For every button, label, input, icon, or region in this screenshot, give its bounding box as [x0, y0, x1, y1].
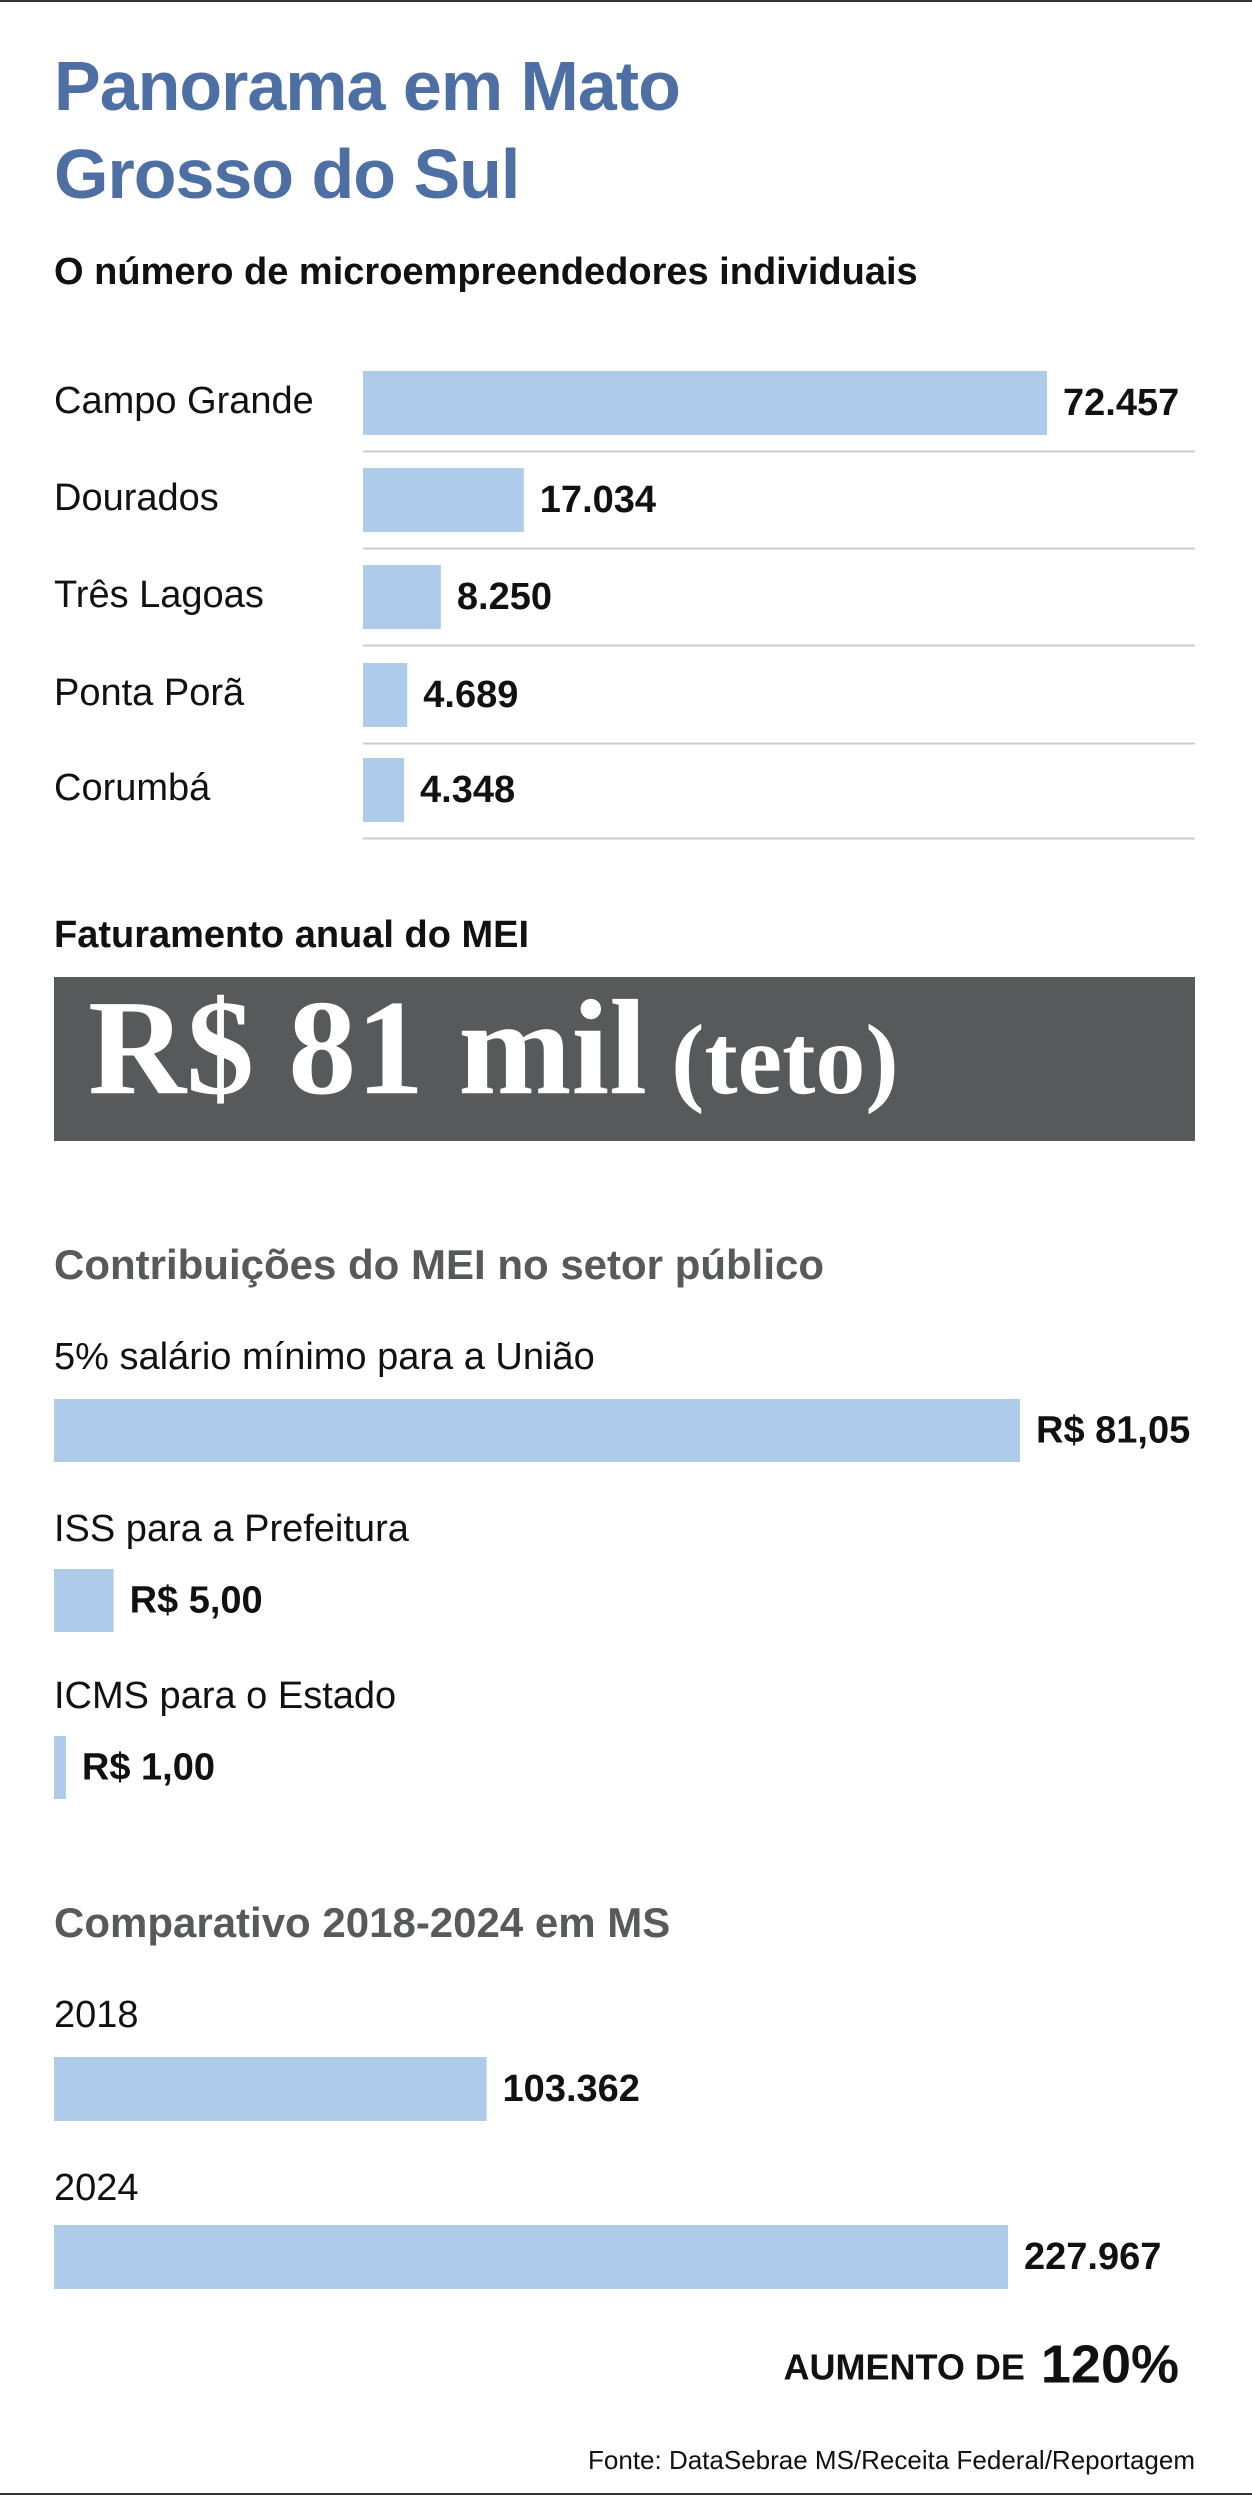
bar [363, 371, 1047, 435]
category-label: Ponta Porã [54, 672, 245, 714]
chart-title: O número de microempreendedores individu… [54, 251, 918, 293]
bar [363, 758, 405, 822]
category-label: Campo Grande [54, 380, 314, 422]
bar [54, 2225, 1008, 2289]
bar [54, 2057, 487, 2121]
chart-title: Contribuições do MEI no setor público [54, 1241, 824, 1288]
value-label: 4.689 [423, 674, 518, 716]
value-label: R$ 1,00 [82, 1747, 215, 1789]
bar [54, 1569, 114, 1632]
value-label: 227.967 [1024, 2236, 1161, 2278]
value-label: 8.250 [457, 576, 552, 618]
chart-title: Comparativo 2018-2024 em MS [54, 1899, 670, 1946]
category-label: Dourados [54, 477, 219, 519]
bar [54, 1736, 66, 1799]
category-label: 2018 [54, 1994, 139, 2036]
value-label: R$ 5,00 [130, 1580, 263, 1622]
increase-value: 120% [1041, 2334, 1179, 2394]
bar [363, 468, 524, 532]
value-label: 103.362 [503, 2068, 640, 2110]
bar [363, 663, 408, 727]
value-label: 17.034 [540, 479, 656, 521]
bar [363, 565, 441, 629]
category-label: Corumbá [54, 767, 211, 809]
value-label: 72.457 [1063, 382, 1179, 424]
bar [54, 1399, 1020, 1462]
page-title: Panorama em Mato Grosso do Sul [54, 47, 681, 213]
category-label: ISS para a Prefeitura [54, 1508, 410, 1550]
highlight-title: Faturamento anual do MEI [54, 914, 529, 956]
value-label: 4.348 [420, 769, 515, 811]
source: Fonte: DataSebrae MS/Receita Federal/Rep… [588, 2445, 1195, 2475]
category-label: 2024 [54, 2167, 139, 2209]
increase-label: AUMENTO DE [784, 2347, 1025, 2388]
value-label: R$ 81,05 [1036, 1410, 1190, 1452]
category-label: ICMS para o Estado [54, 1675, 396, 1717]
category-label: Três Lagoas [54, 574, 264, 616]
category-label: 5% salário mínimo para a União [54, 1336, 595, 1378]
highlight-note: (teto) [671, 1004, 899, 1115]
highlight-value: R$ 81 mil [88, 973, 647, 1123]
highlight-box [54, 977, 1195, 1141]
